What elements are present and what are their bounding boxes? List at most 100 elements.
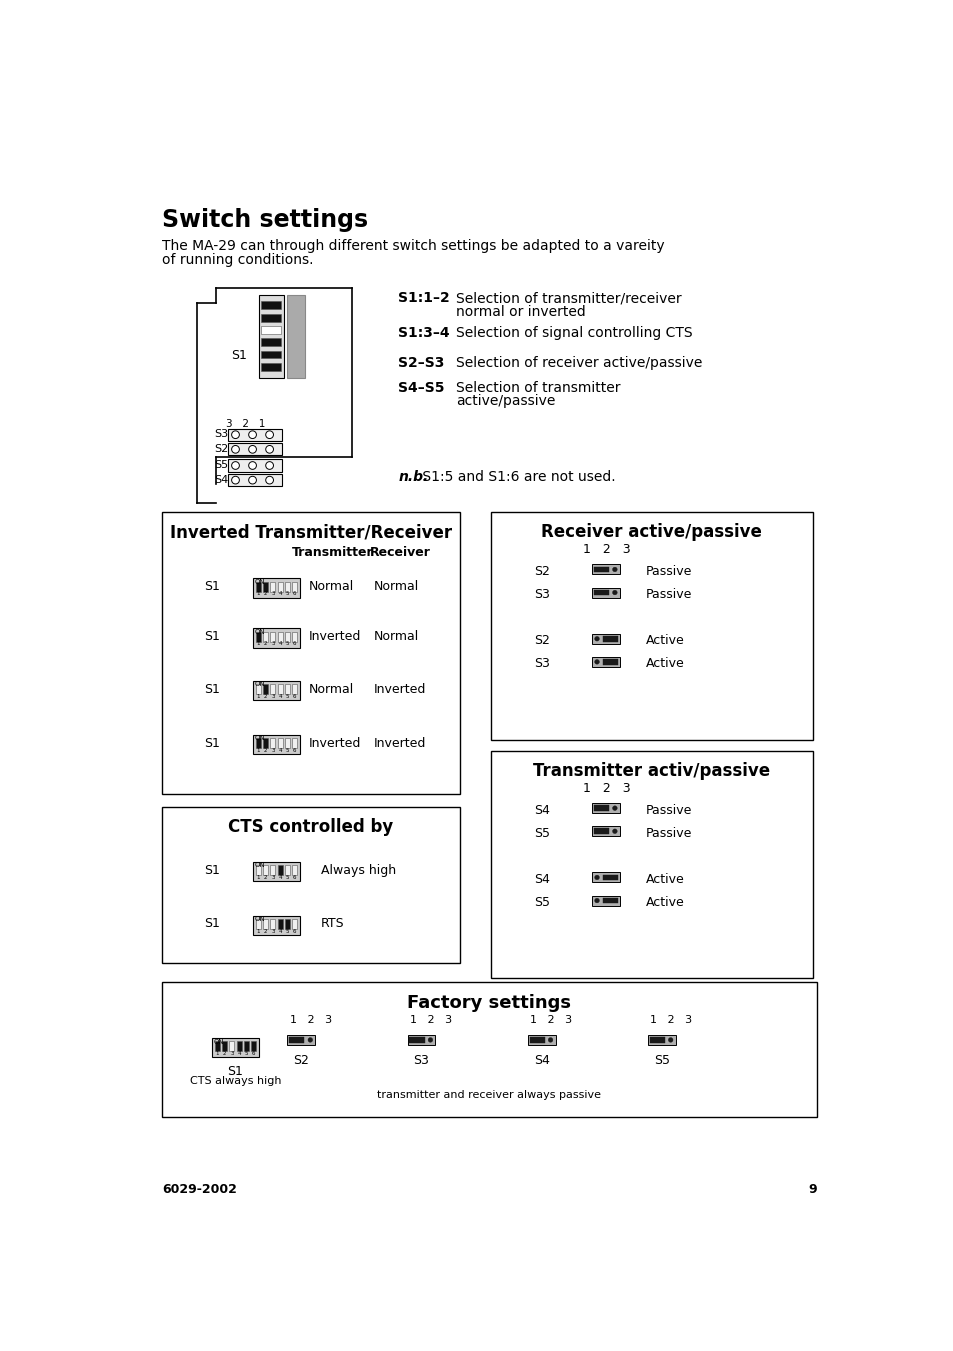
- Text: S1: S1: [204, 863, 220, 877]
- Bar: [253, 681, 299, 700]
- Text: Passive: Passive: [645, 588, 692, 601]
- Text: 5: 5: [244, 1051, 248, 1056]
- Text: ON: ON: [213, 1039, 224, 1044]
- Bar: [255, 919, 261, 929]
- Text: 1: 1: [215, 1051, 219, 1056]
- Bar: [289, 1038, 304, 1043]
- Circle shape: [668, 1038, 672, 1042]
- Bar: [277, 865, 282, 875]
- Text: S4: S4: [534, 873, 549, 886]
- Circle shape: [249, 477, 256, 484]
- Text: Receiver active/passive: Receiver active/passive: [540, 523, 761, 542]
- Text: 1: 1: [256, 874, 260, 880]
- Text: 1   2   3: 1 2 3: [582, 782, 630, 794]
- Text: 3: 3: [271, 874, 274, 880]
- Bar: [261, 301, 281, 309]
- Bar: [592, 802, 619, 813]
- Circle shape: [428, 1038, 433, 1042]
- Bar: [261, 326, 281, 334]
- Circle shape: [594, 875, 598, 880]
- Bar: [592, 588, 619, 597]
- Bar: [277, 684, 282, 694]
- Bar: [258, 296, 283, 378]
- Text: 2: 2: [264, 747, 267, 753]
- Circle shape: [308, 1038, 313, 1042]
- Text: Always high: Always high: [320, 863, 395, 877]
- Bar: [255, 582, 261, 592]
- Text: ON: ON: [254, 735, 265, 742]
- Text: 5: 5: [285, 928, 289, 934]
- Text: S2: S2: [534, 565, 549, 578]
- Bar: [649, 1038, 664, 1043]
- Text: 6: 6: [293, 874, 296, 880]
- Text: active/passive: active/passive: [456, 394, 556, 408]
- Circle shape: [548, 1038, 553, 1042]
- Text: Normal: Normal: [309, 580, 354, 593]
- Text: ON: ON: [254, 580, 265, 585]
- Bar: [270, 684, 275, 694]
- Text: S1:1–2: S1:1–2: [397, 292, 450, 305]
- Bar: [527, 1035, 555, 1044]
- Bar: [263, 738, 268, 748]
- Text: Passive: Passive: [645, 827, 692, 839]
- Text: 4: 4: [278, 928, 282, 934]
- Text: S4: S4: [534, 804, 549, 816]
- Text: CTS always high: CTS always high: [190, 1077, 281, 1086]
- Text: of running conditions.: of running conditions.: [162, 253, 313, 267]
- Text: Selection of receiver active/passive: Selection of receiver active/passive: [456, 357, 702, 370]
- Text: 1   2   3: 1 2 3: [410, 1015, 452, 1024]
- Bar: [592, 565, 619, 574]
- Bar: [255, 738, 261, 748]
- Bar: [270, 632, 275, 642]
- Bar: [162, 982, 816, 1117]
- Text: n.b.: n.b.: [397, 470, 428, 484]
- Bar: [292, 582, 297, 592]
- Text: S2: S2: [534, 634, 549, 647]
- Text: 2: 2: [264, 642, 267, 646]
- Bar: [255, 865, 261, 875]
- Bar: [214, 1042, 220, 1051]
- Text: 1: 1: [256, 928, 260, 934]
- Text: 1   2   3: 1 2 3: [582, 543, 630, 557]
- Bar: [261, 351, 281, 358]
- Text: Transmitter: Transmitter: [292, 546, 374, 559]
- Bar: [592, 827, 619, 836]
- Text: Inverted: Inverted: [309, 631, 361, 643]
- Text: S5: S5: [534, 896, 549, 909]
- Text: Active: Active: [645, 634, 684, 647]
- Text: 3: 3: [271, 592, 274, 596]
- Bar: [602, 636, 618, 642]
- Bar: [255, 632, 261, 642]
- Text: Normal: Normal: [373, 631, 418, 643]
- Circle shape: [266, 431, 274, 439]
- Bar: [229, 1042, 234, 1051]
- Bar: [263, 919, 268, 929]
- Bar: [253, 628, 299, 647]
- Bar: [407, 1035, 435, 1044]
- Text: Factory settings: Factory settings: [407, 994, 570, 1012]
- Bar: [285, 632, 290, 642]
- Bar: [285, 919, 290, 929]
- Bar: [292, 632, 297, 642]
- Text: CTS controlled by: CTS controlled by: [228, 819, 393, 836]
- Text: RTS: RTS: [320, 917, 344, 931]
- Bar: [261, 339, 281, 346]
- Text: Inverted: Inverted: [373, 736, 425, 750]
- Bar: [270, 582, 275, 592]
- Bar: [277, 582, 282, 592]
- Text: 1: 1: [256, 694, 260, 698]
- Bar: [491, 512, 812, 739]
- Text: ON: ON: [254, 862, 265, 869]
- Text: Inverted Transmitter/Receiver: Inverted Transmitter/Receiver: [170, 523, 452, 542]
- Circle shape: [232, 431, 239, 439]
- Bar: [594, 805, 608, 811]
- Bar: [162, 808, 459, 963]
- Text: 5: 5: [285, 874, 289, 880]
- Bar: [592, 657, 619, 667]
- Text: S3: S3: [414, 1054, 429, 1067]
- Text: 1: 1: [256, 747, 260, 753]
- Text: Passive: Passive: [645, 804, 692, 816]
- Bar: [255, 684, 261, 694]
- Bar: [292, 865, 297, 875]
- Text: S1: S1: [204, 917, 220, 931]
